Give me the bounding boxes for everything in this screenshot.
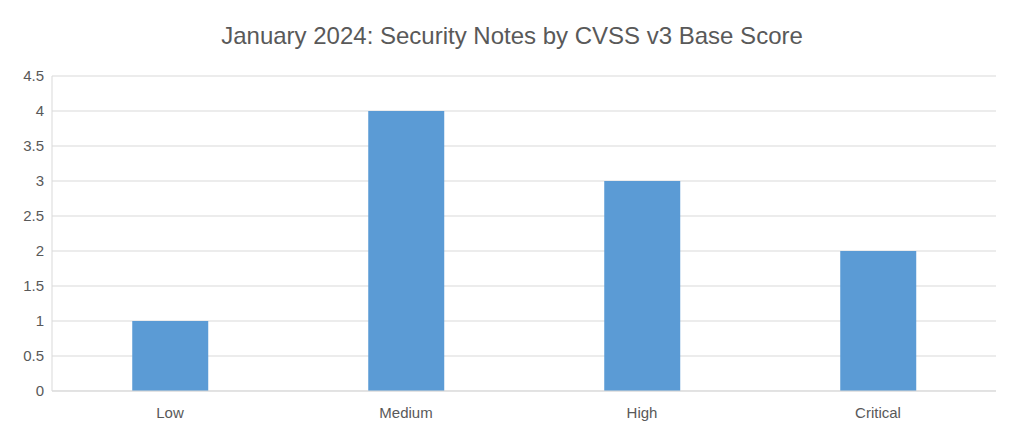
svg-text:3: 3 (36, 172, 44, 189)
svg-text:Low: Low (156, 404, 184, 421)
svg-text:0.5: 0.5 (23, 347, 44, 364)
svg-text:4: 4 (36, 102, 44, 119)
svg-text:4.5: 4.5 (23, 67, 44, 84)
svg-text:1.5: 1.5 (23, 277, 44, 294)
svg-text:High: High (627, 404, 658, 421)
svg-text:2: 2 (36, 242, 44, 259)
svg-text:3.5: 3.5 (23, 137, 44, 154)
svg-text:Critical: Critical (855, 404, 901, 421)
svg-text:2.5: 2.5 (23, 207, 44, 224)
svg-text:Medium: Medium (379, 404, 432, 421)
svg-text:0: 0 (36, 382, 44, 399)
svg-text:1: 1 (36, 312, 44, 329)
html-text:January 2024: Security Notes b: January 2024: Security Notes by CVSS v3 … (221, 22, 803, 49)
